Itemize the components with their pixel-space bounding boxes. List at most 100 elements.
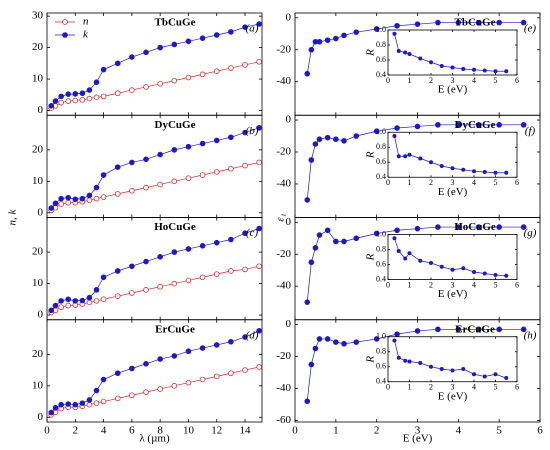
y-tick-label: 0 (286, 114, 292, 126)
data-point (493, 272, 498, 277)
data-point (86, 95, 93, 102)
data-point (256, 21, 262, 27)
x-axis-label: E (eV) (403, 433, 433, 445)
x-tick-label: 3 (415, 425, 421, 437)
data-point (114, 60, 121, 67)
data-point (129, 290, 135, 296)
data-point (471, 67, 476, 72)
data-point (114, 395, 121, 402)
data-point (114, 191, 121, 197)
data-point (333, 136, 339, 143)
y-tick-label: 0.4 (376, 274, 386, 283)
data-point (333, 35, 339, 42)
panel-frame (294, 114, 541, 218)
data-point (333, 238, 339, 245)
panel-frame (46, 319, 263, 423)
series-line (306, 226, 524, 303)
x-tick-label: 2 (429, 280, 433, 289)
data-point (52, 98, 59, 104)
data-point (143, 49, 149, 56)
data-point (403, 256, 408, 261)
data-point (450, 65, 455, 70)
data-point (373, 128, 380, 135)
data-point (48, 205, 55, 211)
data-point (72, 298, 79, 304)
data-point (228, 29, 234, 35)
panel-frame (294, 319, 541, 423)
y-tick-label: -40 (276, 280, 291, 292)
y-tick-label: -20 (276, 146, 291, 158)
x-tick-label: 5 (494, 280, 498, 289)
x-tick-label: 12 (211, 425, 222, 437)
data-point (213, 68, 220, 75)
y-tick-label: 0 (38, 206, 44, 218)
data-point (185, 246, 192, 252)
data-point (79, 90, 86, 97)
data-point (228, 165, 234, 172)
y-tick-label: 0 (286, 216, 292, 228)
data-point (373, 336, 380, 342)
data-point (213, 342, 220, 348)
x-tick-label: 5 (494, 383, 498, 392)
data-point (157, 356, 163, 362)
data-point (213, 137, 220, 144)
data-point (199, 71, 206, 78)
data-point (129, 392, 135, 399)
data-point (520, 224, 527, 230)
data-point (114, 164, 121, 170)
data-point (392, 133, 397, 138)
panel-title: ErCuGe (155, 323, 195, 335)
data-point (129, 263, 135, 270)
data-point (157, 44, 163, 51)
data-point (471, 269, 476, 274)
data-point (199, 243, 206, 249)
data-point (520, 122, 527, 128)
panel-frame (294, 12, 541, 116)
data-point (100, 274, 107, 281)
data-point (65, 302, 72, 309)
x-tick-label: 3 (451, 280, 455, 289)
data-point (353, 133, 360, 139)
x-tick-label: 1 (408, 383, 412, 392)
data-point (114, 370, 121, 377)
data-point (396, 248, 401, 253)
inset-xlabel: E (eV) (438, 390, 468, 402)
y-tick-label: 0.6 (376, 157, 386, 166)
data-point (435, 326, 441, 333)
data-point (450, 166, 455, 171)
data-point (129, 159, 135, 166)
y-tick-label: 0.8 (376, 244, 386, 253)
data-point (228, 65, 234, 71)
data-point (455, 122, 462, 128)
y-tick-label: 0.8 (376, 142, 386, 151)
data-point (471, 169, 476, 174)
data-point (520, 19, 527, 26)
data-point (504, 69, 509, 74)
x-tick-label: 0 (292, 425, 298, 437)
x-tick-label: 0 (44, 425, 50, 437)
data-point (341, 238, 347, 245)
data-point (199, 376, 206, 383)
data-point (129, 54, 135, 60)
data-point (48, 409, 55, 416)
data-point (171, 41, 178, 48)
data-point (79, 400, 86, 406)
data-point (450, 368, 455, 373)
data-point (496, 122, 502, 128)
x-tick-label: 10 (183, 425, 195, 437)
data-point (482, 68, 487, 73)
data-point (428, 160, 433, 165)
data-point (65, 199, 72, 206)
data-point (471, 372, 476, 377)
y-tick-label: 0.6 (376, 362, 386, 371)
x-tick-label: 6 (515, 280, 519, 289)
y-tick-label: 20 (32, 143, 44, 155)
y-tick-label: 0.8 (376, 347, 386, 356)
data-point (394, 331, 400, 337)
data-point (58, 298, 64, 304)
data-point (93, 195, 100, 202)
data-point (58, 201, 64, 207)
x-tick-label: 8 (157, 425, 163, 437)
inset-xlabel: E (eV) (438, 288, 468, 300)
data-point (242, 162, 248, 169)
